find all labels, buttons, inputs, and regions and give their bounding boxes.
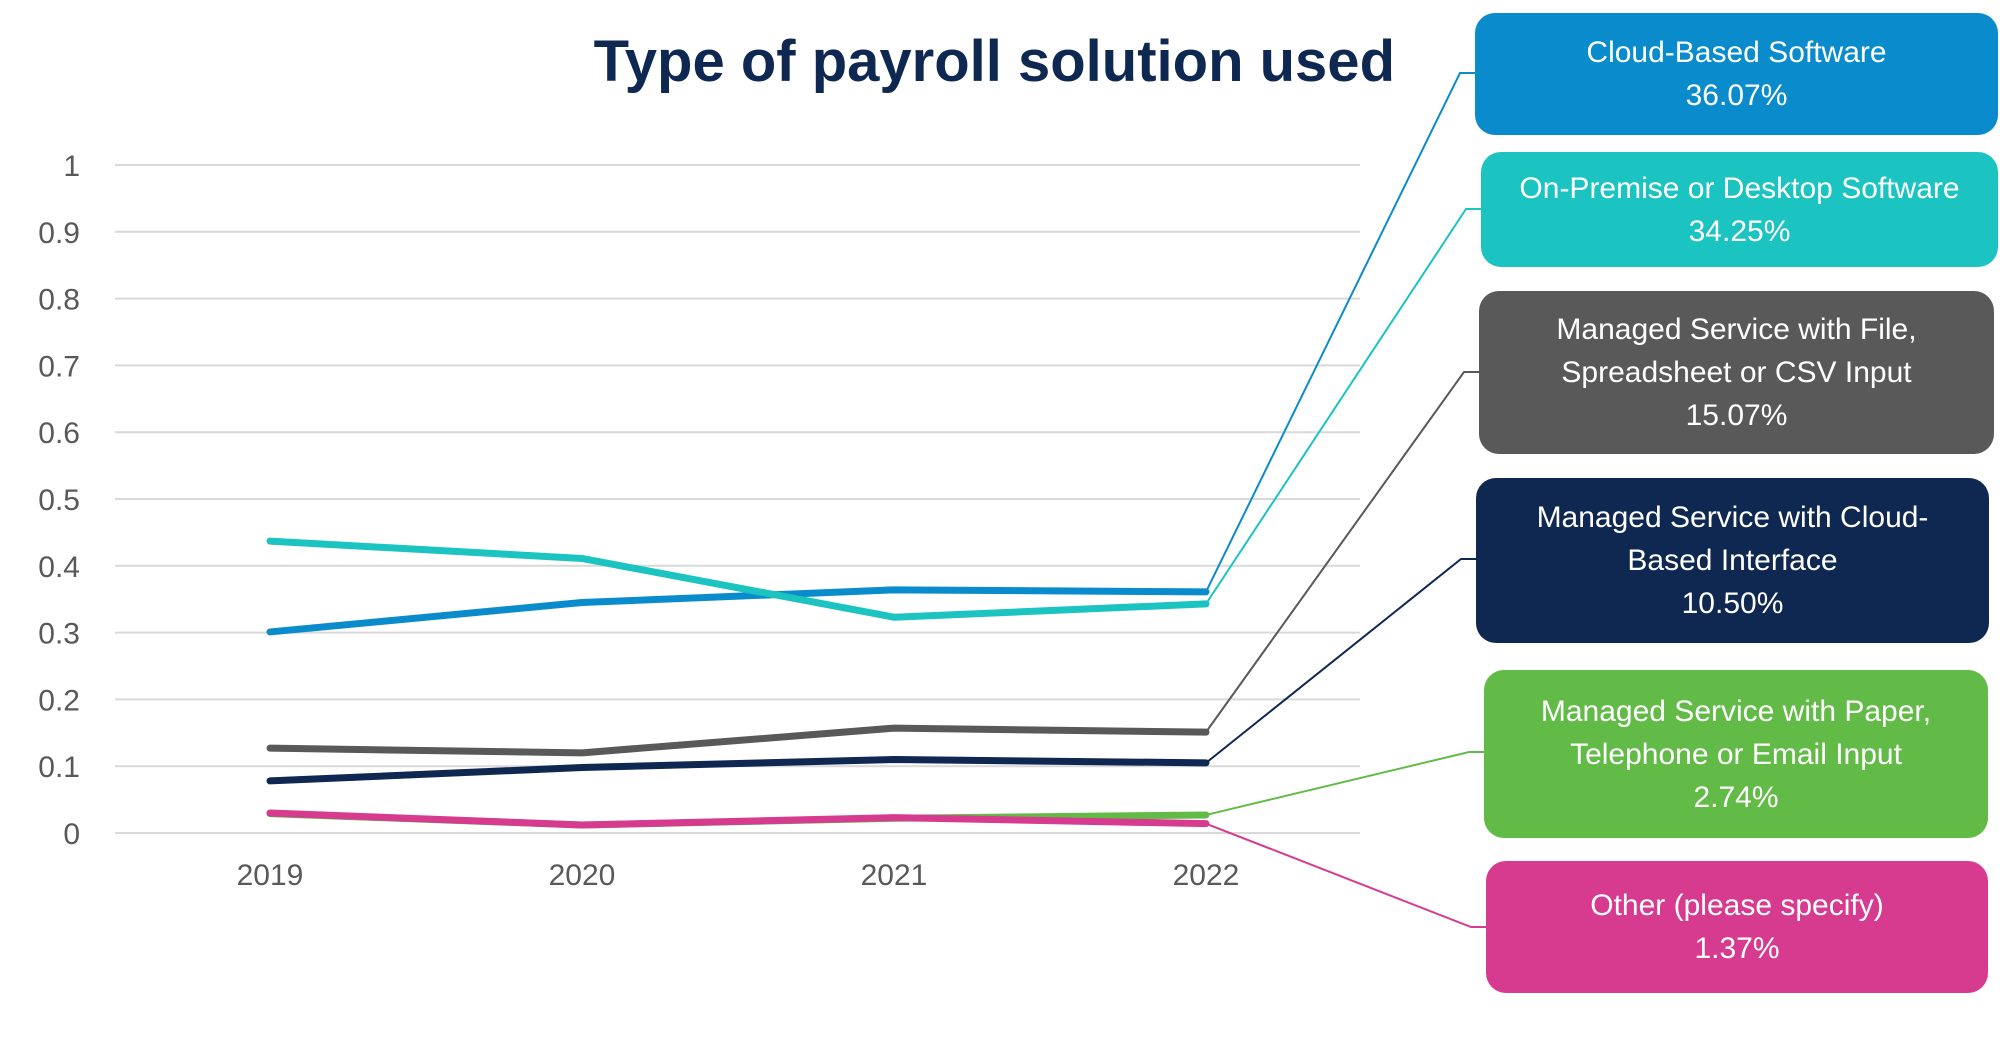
- x-tick-label: 2022: [1173, 859, 1240, 892]
- y-tick-label: 0.8: [38, 284, 80, 317]
- callout-box: Other (please specify) 1.37%: [1486, 861, 1988, 993]
- callout-label: Spreadsheet or CSV Input: [1561, 356, 1912, 389]
- callout-leader-lines: [1205, 72, 1486, 928]
- callout-leader-line: [1205, 72, 1475, 593]
- y-tick-label: 0.9: [38, 217, 80, 250]
- x-tick-label: 2020: [549, 859, 616, 892]
- y-tick-label: 0.2: [38, 684, 80, 717]
- callout-leader-line: [1205, 208, 1481, 605]
- callout-label: Cloud-Based Software: [1586, 36, 1887, 69]
- callout-leader-line: [1205, 558, 1476, 764]
- y-tick-label: 0.6: [38, 417, 80, 450]
- y-tick-label: 0.1: [38, 751, 80, 784]
- chart-title: Type of payroll solution used: [593, 29, 1395, 94]
- y-tick-label: 0.3: [38, 618, 80, 651]
- x-tick-label: 2019: [237, 859, 304, 892]
- callout-leader-line: [1205, 751, 1484, 816]
- callout-percentage: 2.74%: [1693, 780, 1779, 814]
- callout-label: Managed Service with Cloud-: [1536, 501, 1929, 534]
- callout-label: On-Premise or Desktop Software: [1519, 171, 1960, 205]
- callout-percentage: 1.37%: [1694, 932, 1780, 965]
- callout-leader-line: [1205, 822, 1486, 928]
- series-line: [266, 809, 1210, 829]
- series-line: [266, 537, 1210, 621]
- series-line: [266, 724, 1210, 757]
- series-line: [266, 586, 1210, 636]
- y-tick-label: 0.7: [38, 350, 80, 383]
- callout-label: Managed Service with Paper,: [1540, 694, 1932, 728]
- callout-box: Managed Service with Paper, Telephone or …: [1484, 670, 1988, 838]
- y-tick-label: 0.5: [38, 484, 80, 517]
- callout-box: On-Premise or Desktop Software 34.25%: [1481, 152, 1998, 267]
- y-axis-ticks: 0 0.1 0.2 0.3 0.4 0.5 0.6 0.7 0.8 0.9 1: [38, 150, 80, 851]
- series-line: [266, 756, 1210, 785]
- callout-box: Cloud-Based Software 36.07%: [1475, 13, 1998, 135]
- callout-percentage: 10.50%: [1681, 587, 1784, 620]
- callout-percentage: 34.25%: [1688, 214, 1791, 248]
- y-tick-label: 0.4: [38, 551, 80, 584]
- callout-box: Managed Service with File, Spreadsheet or…: [1479, 291, 1994, 454]
- series-lines: [266, 537, 1210, 829]
- x-tick-label: 2021: [861, 859, 928, 892]
- callout-label: Telephone or Email Input: [1570, 737, 1902, 771]
- x-axis-ticks: 2019 2020 2021 2022: [237, 859, 1240, 892]
- y-tick-label: 0: [63, 818, 80, 851]
- callout-label: Other (please specify): [1590, 889, 1884, 922]
- y-tick-label: 1: [63, 150, 80, 183]
- callout-box: Managed Service with Cloud- Based Interfa…: [1476, 478, 1989, 643]
- callout-percentage: 15.07%: [1685, 399, 1788, 432]
- callout-percentage: 36.07%: [1685, 79, 1788, 112]
- callout-leader-line: [1205, 371, 1479, 733]
- callout-label: Managed Service with File,: [1556, 313, 1917, 346]
- callout-label: Based Interface: [1627, 544, 1838, 577]
